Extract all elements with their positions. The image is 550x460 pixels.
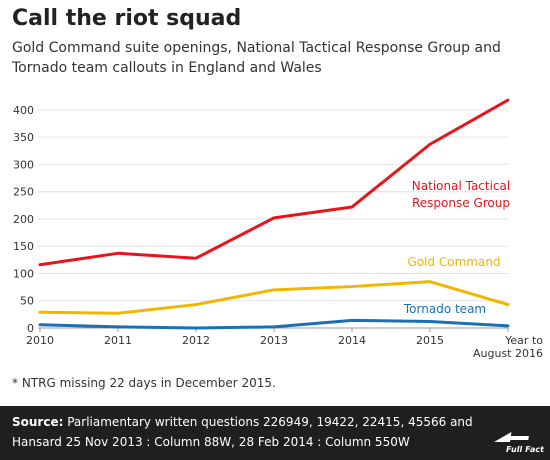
source-text-block: Source: Parliamentary written questions … bbox=[12, 412, 482, 452]
y-tick-label: 200 bbox=[13, 213, 34, 226]
x-tick-label: Year to bbox=[504, 334, 543, 347]
y-tick-label: 250 bbox=[13, 186, 34, 199]
source-text: Parliamentary written questions 226949, … bbox=[12, 415, 473, 449]
x-tick-label: 2011 bbox=[104, 334, 132, 347]
logo-arrow-icon bbox=[494, 432, 529, 442]
series-label: Gold Command bbox=[407, 255, 500, 269]
series-line bbox=[38, 318, 510, 330]
chart-subtitle: Gold Command suite openings, National Ta… bbox=[12, 40, 501, 76]
y-axis-ticks: 0 50 100 150 200 250 300 350 400 bbox=[13, 104, 34, 335]
series-labels: National Tactical Response Group Gold Comm… bbox=[403, 179, 510, 316]
logo-text: Full Fact bbox=[505, 445, 545, 454]
series-label: National Tactical bbox=[412, 179, 510, 193]
x-tick-label: 2012 bbox=[182, 334, 210, 347]
y-tick-label: 350 bbox=[13, 131, 34, 144]
series-label: Response Group bbox=[412, 196, 510, 210]
chart-title: Call the riot squad bbox=[12, 6, 242, 31]
source-footer: Source: Parliamentary written questions … bbox=[0, 406, 550, 460]
x-tick-label: 2013 bbox=[260, 334, 288, 347]
y-tick-label: 0 bbox=[27, 322, 34, 335]
series-label: Tornado team bbox=[403, 302, 486, 316]
series-lines bbox=[38, 98, 510, 330]
series-line bbox=[38, 280, 510, 315]
footnote: * NTRG missing 22 days in December 2015. bbox=[12, 376, 276, 390]
source-label: Source: bbox=[12, 415, 64, 429]
y-tick-label: 100 bbox=[13, 267, 34, 280]
x-tick-label: August 2016 bbox=[473, 347, 543, 360]
series-line bbox=[38, 98, 510, 267]
x-tick-label: 2010 bbox=[26, 334, 54, 347]
y-tick-label: 300 bbox=[13, 158, 34, 171]
y-tick-label: 150 bbox=[13, 240, 34, 253]
y-tick-label: 50 bbox=[20, 295, 34, 308]
x-tick-label: 2015 bbox=[416, 334, 444, 347]
full-fact-logo: Full Fact bbox=[494, 428, 545, 454]
x-tick-label: 2014 bbox=[338, 334, 366, 347]
gridlines bbox=[38, 109, 508, 329]
y-tick-label: 400 bbox=[13, 104, 34, 117]
